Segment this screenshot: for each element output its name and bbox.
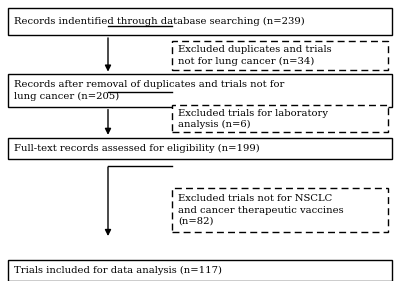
Text: Records indentified through database searching (n=239): Records indentified through database sea… [14,17,305,26]
Text: Excluded duplicates and trials
not for lung cancer (n=34): Excluded duplicates and trials not for l… [178,45,332,66]
Bar [172,105,388,132]
Bar [172,188,388,232]
Text: Excluded trials not for NSCLC
and cancer therapeutic vaccines
(n=82): Excluded trials not for NSCLC and cancer… [178,194,344,226]
Bar [8,74,392,107]
Text: Full-text records assessed for eligibility (n=199): Full-text records assessed for eligibili… [14,144,260,153]
Text: Trials included for data analysis (n=117): Trials included for data analysis (n=117… [14,266,222,275]
Bar [8,138,392,159]
Text: Records after removal of duplicates and trials not for
lung cancer (n=205): Records after removal of duplicates and … [14,80,284,101]
Bar [172,41,388,70]
Bar [8,260,392,281]
Bar [8,8,392,35]
Text: Excluded trials for laboratory
analysis (n=6): Excluded trials for laboratory analysis … [178,108,328,129]
